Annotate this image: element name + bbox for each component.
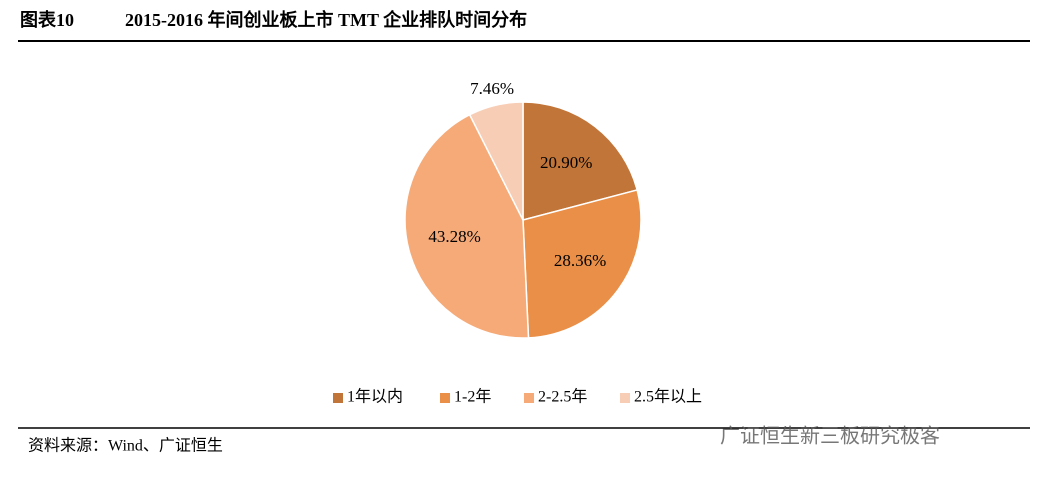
figure-label: 图表10 bbox=[20, 9, 74, 30]
data-label: 43.28% bbox=[428, 227, 480, 246]
legend-swatch bbox=[440, 393, 450, 403]
pie-slice bbox=[522, 189, 642, 339]
source-note: 资料来源：Wind、广证恒生 bbox=[28, 437, 223, 455]
legend-label: 1年以内 bbox=[347, 388, 403, 406]
legend-swatch bbox=[524, 393, 534, 403]
legend-swatch bbox=[620, 393, 630, 403]
pie: 20.90% 28.36% 43.28% 7.46% bbox=[404, 79, 642, 339]
pie-slice bbox=[522, 101, 639, 221]
legend-label: 1-2年 bbox=[454, 388, 491, 406]
legend: 1年以内 1-2年 2-2.5年 2.5年以上 bbox=[333, 388, 702, 406]
data-label: 20.90% bbox=[540, 153, 592, 172]
legend-label: 2.5年以上 bbox=[634, 388, 702, 406]
watermark: 广证恒生新三板研究极客 bbox=[720, 425, 940, 448]
legend-label: 2-2.5年 bbox=[538, 388, 587, 406]
legend-swatch bbox=[333, 393, 343, 403]
pie-slice bbox=[468, 101, 524, 221]
chart-title: 2015-2016 年间创业板上市 TMT 企业排队时间分布 bbox=[125, 9, 527, 30]
data-label: 28.36% bbox=[554, 251, 606, 270]
data-label: 7.46% bbox=[470, 79, 514, 98]
